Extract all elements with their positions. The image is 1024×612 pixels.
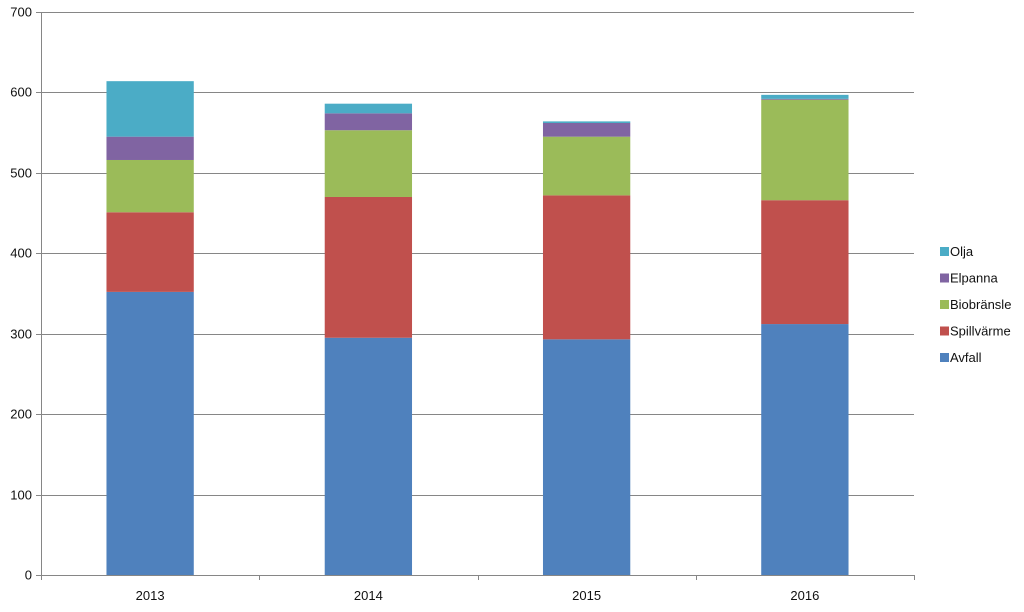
legend-swatch (940, 353, 949, 362)
legend-label: Biobränsle (950, 297, 1011, 312)
bar-segment-olja-2014 (324, 103, 413, 114)
legend-swatch (940, 300, 949, 309)
legend-item-avfall: Avfall (940, 350, 982, 365)
legend-item-elpanna: Elpanna (940, 271, 998, 286)
bar-segment-spillvärme-2014 (324, 196, 413, 338)
bar-segment-avfall-2016 (761, 324, 849, 575)
bar-segment-olja-2013 (106, 81, 194, 137)
y-tick-label: 200 (10, 407, 32, 422)
axes: 0 100 200 300 400 500 600 700 2013 2014 2015 2016 (10, 5, 915, 603)
y-tick-label: 700 (10, 5, 32, 20)
y-tick-label: 500 (10, 166, 32, 181)
legend-swatch (940, 247, 949, 256)
y-tick-label: 400 (10, 246, 32, 261)
y-tick-label: 0 (25, 568, 32, 583)
legend-item-biobränsle: Biobränsle (940, 297, 1011, 312)
y-tick-label: 600 (10, 85, 32, 100)
bar-segment-biobränsle-2013 (106, 159, 194, 213)
x-tick-label: 2013 (136, 588, 165, 603)
bar-segment-avfall-2014 (324, 337, 413, 575)
x-tick-label: 2016 (790, 588, 819, 603)
bar-segment-olja-2015 (542, 121, 631, 123)
bars (106, 81, 849, 575)
legend: Olja Elpanna Biobränsle Spillvärme Avfall (940, 244, 1011, 365)
bar-segment-biobränsle-2016 (761, 99, 849, 201)
y-tick-label: 300 (10, 327, 32, 342)
x-tick-label: 2014 (354, 588, 383, 603)
bar-segment-biobränsle-2015 (542, 136, 631, 196)
bar-segment-elpanna-2013 (106, 136, 194, 160)
bar-segment-elpanna-2015 (542, 122, 631, 137)
bar-segment-spillvärme-2013 (106, 212, 194, 292)
y-tick-label: 100 (10, 488, 32, 503)
legend-swatch (940, 326, 949, 336)
bar-segment-avfall-2013 (106, 291, 194, 575)
bar-segment-olja-2016 (761, 94, 849, 99)
legend-label: Olja (950, 244, 974, 259)
legend-label: Elpanna (950, 271, 998, 286)
bar-segment-elpanna-2016 (761, 98, 849, 100)
legend-item-olja: Olja (940, 244, 974, 259)
x-tick-label: 2015 (572, 588, 601, 603)
bar-segment-avfall-2015 (542, 339, 631, 575)
legend-swatch (940, 273, 949, 283)
legend-label: Avfall (950, 350, 982, 365)
bar-segment-spillvärme-2015 (542, 195, 631, 340)
bar-segment-biobränsle-2014 (324, 130, 413, 197)
legend-label: Spillvärme (950, 324, 1011, 339)
legend-item-spillvärme: Spillvärme (940, 324, 1011, 339)
bar-segment-spillvärme-2016 (761, 200, 849, 325)
bar-segment-elpanna-2014 (324, 113, 413, 131)
